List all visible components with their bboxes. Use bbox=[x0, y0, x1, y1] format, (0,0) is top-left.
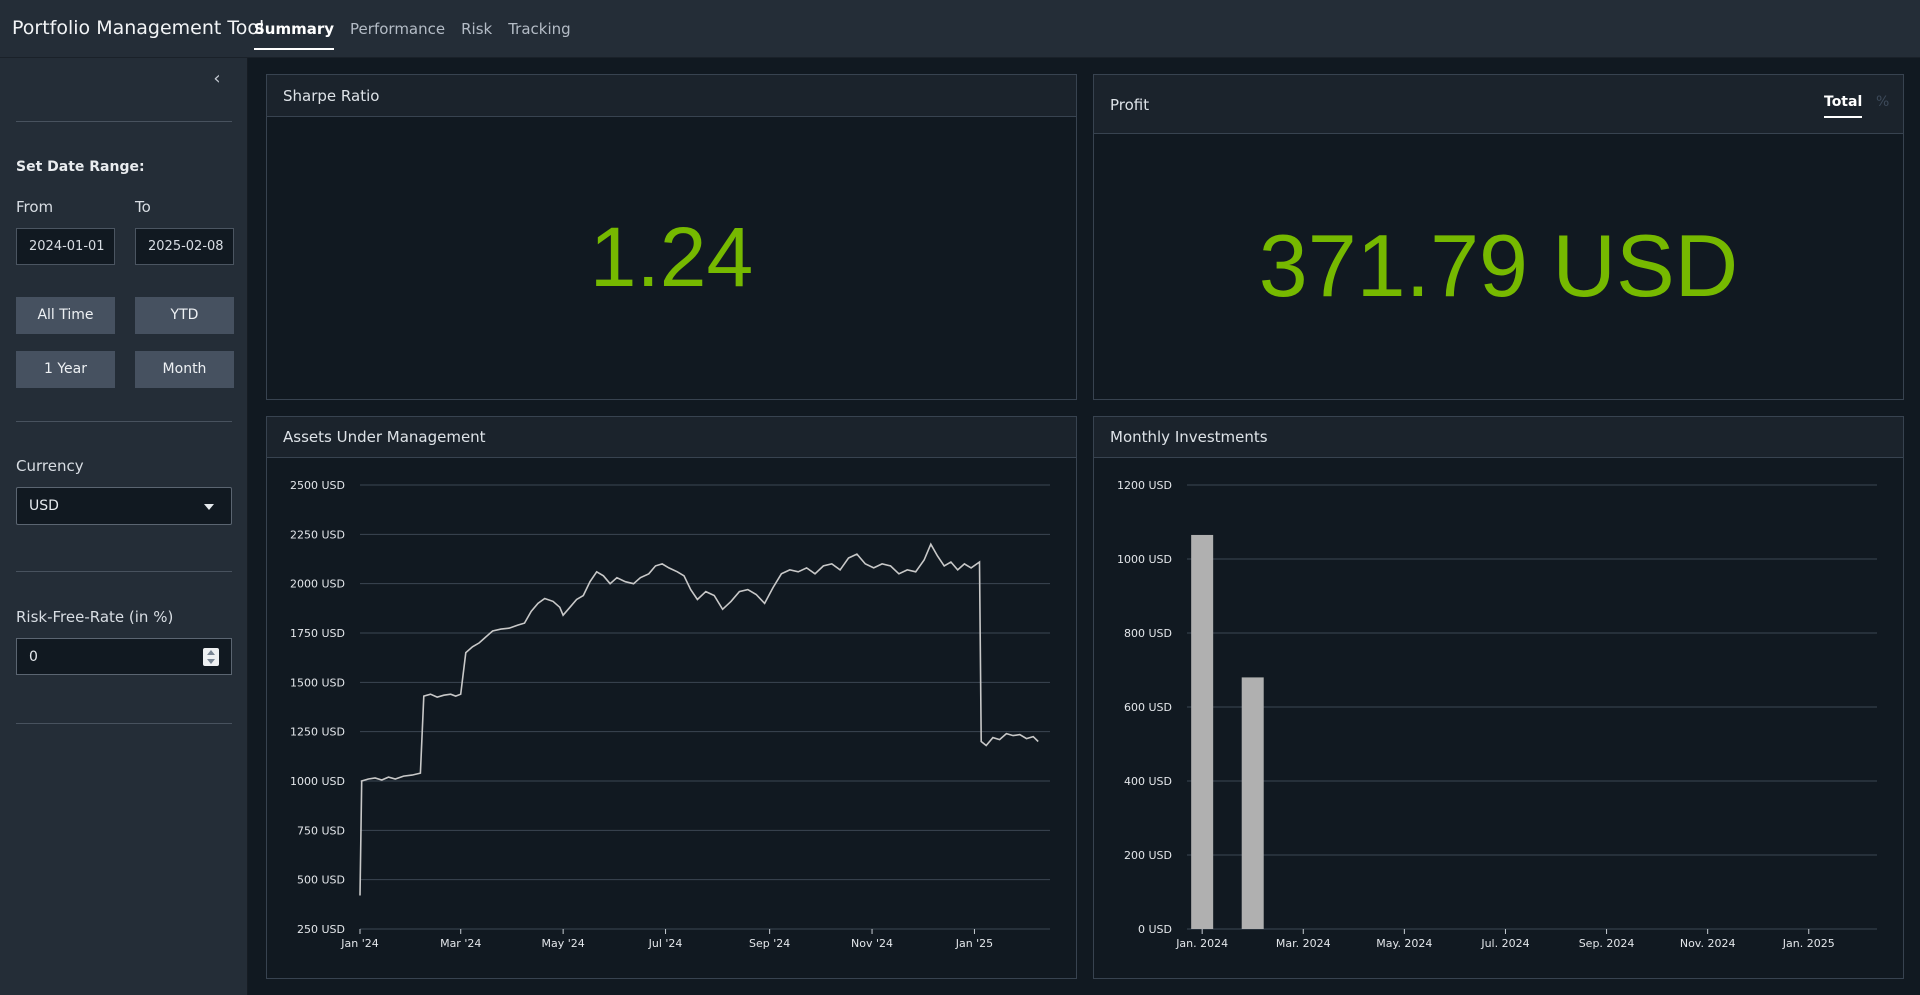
month-button[interactable]: Month bbox=[135, 351, 234, 388]
aum-series-line bbox=[359, 542, 1039, 896]
card-title: Sharpe Ratio bbox=[283, 87, 380, 105]
y-tick-label: 1750 USD bbox=[290, 627, 345, 640]
aum-line-chart: 2500 USD 2250 USD 2000 USD 1750 USD 1500 USD… bbox=[290, 479, 1050, 950]
tab-risk[interactable]: Risk bbox=[461, 20, 493, 38]
y-tick-label: 200 USD bbox=[1124, 849, 1172, 862]
sidebar-divider bbox=[16, 723, 232, 724]
from-label: From bbox=[16, 198, 54, 216]
x-tick-label: Nov. 2024 bbox=[1680, 937, 1736, 950]
currency-value: USD bbox=[29, 498, 59, 514]
y-tick-label: 500 USD bbox=[297, 874, 345, 887]
risk-free-rate-label: Risk-Free-Rate (in %) bbox=[16, 608, 174, 626]
to-label: To bbox=[135, 198, 151, 216]
y-tick-label: 2000 USD bbox=[290, 578, 345, 591]
x-tick-label: Mar '24 bbox=[440, 937, 481, 950]
y-tick-label: 750 USD bbox=[297, 824, 345, 837]
sidebar-divider bbox=[16, 571, 232, 572]
card-header: Monthly Investments bbox=[1094, 417, 1903, 458]
x-tick-label: Jan '25 bbox=[955, 937, 993, 950]
y-tick-label: 2500 USD bbox=[290, 479, 345, 492]
top-nav-bar: Portfolio Management Tool Summary Perfor… bbox=[0, 0, 1920, 58]
ytd-button[interactable]: YTD bbox=[135, 297, 234, 334]
sidebar: ‹ Set Date Range: From To 2024-01-01 202… bbox=[0, 58, 248, 995]
x-tick-label: May. 2024 bbox=[1376, 937, 1432, 950]
spinner-icon[interactable] bbox=[203, 648, 219, 666]
y-tick-label: 800 USD bbox=[1124, 627, 1172, 640]
nav-tabs: Summary Performance Risk Tracking bbox=[254, 0, 587, 58]
chevron-left-icon[interactable]: ‹ bbox=[213, 68, 221, 89]
x-tick-label: Jul. 2024 bbox=[1480, 937, 1529, 950]
x-tick-label: Sep '24 bbox=[749, 937, 790, 950]
y-tick-label: 600 USD bbox=[1124, 701, 1172, 714]
one-year-button[interactable]: 1 Year bbox=[16, 351, 115, 388]
card-title: Assets Under Management bbox=[283, 428, 486, 446]
risk-free-rate-input[interactable]: 0 bbox=[16, 638, 232, 675]
monthly-investments-bar-chart: 1200 USD 1000 USD 800 USD 600 USD 400 USD 200… bbox=[1117, 479, 1877, 950]
card-header: Assets Under Management bbox=[267, 417, 1076, 458]
profit-value: 371.79 USD bbox=[1258, 216, 1739, 315]
tab-summary[interactable]: Summary bbox=[254, 0, 335, 50]
to-date-input[interactable]: 2025-02-08 bbox=[135, 228, 234, 265]
caret-down-icon bbox=[204, 504, 214, 510]
x-tick-label: Jul '24 bbox=[648, 937, 683, 950]
x-tick-label: Mar. 2024 bbox=[1276, 937, 1331, 950]
all-time-button[interactable]: All Time bbox=[16, 297, 115, 334]
currency-select[interactable]: USD bbox=[16, 487, 232, 525]
risk-free-rate-value: 0 bbox=[29, 649, 38, 665]
x-tick-label: Jan. 2024 bbox=[1175, 937, 1228, 950]
sharpe-ratio-value: 1.24 bbox=[589, 210, 754, 304]
card-header: Sharpe Ratio bbox=[267, 75, 1076, 117]
profit-tab-total[interactable]: Total bbox=[1824, 94, 1863, 118]
y-tick-label: 0 USD bbox=[1138, 923, 1172, 936]
investment-bar bbox=[1191, 534, 1214, 929]
profit-tab-percent[interactable]: % bbox=[1876, 94, 1890, 110]
date-range-label: Set Date Range: bbox=[16, 159, 145, 175]
y-tick-label: 400 USD bbox=[1124, 775, 1172, 788]
from-date-input[interactable]: 2024-01-01 bbox=[16, 228, 115, 265]
tab-performance[interactable]: Performance bbox=[350, 20, 446, 38]
y-tick-label: 1500 USD bbox=[290, 676, 345, 689]
monthly-investments-card: Monthly Investments 1200 USD 1000 USD 800 … bbox=[1093, 416, 1904, 979]
x-tick-label: Sep. 2024 bbox=[1579, 937, 1635, 950]
tab-tracking[interactable]: Tracking bbox=[508, 20, 571, 38]
y-tick-label: 1250 USD bbox=[290, 726, 345, 739]
x-tick-label: Nov '24 bbox=[851, 937, 893, 950]
card-title: Monthly Investments bbox=[1110, 428, 1268, 446]
y-tick-label: 250 USD bbox=[297, 923, 345, 936]
sharpe-ratio-card: Sharpe Ratio 1.24 bbox=[266, 74, 1077, 400]
x-tick-label: Jan '24 bbox=[340, 937, 378, 950]
app-title: Portfolio Management Tool bbox=[12, 17, 265, 39]
investment-bar bbox=[1241, 677, 1264, 929]
card-title: Profit bbox=[1110, 96, 1150, 114]
y-tick-label: 1000 USD bbox=[290, 775, 345, 788]
y-tick-label: 2250 USD bbox=[290, 528, 345, 541]
currency-label: Currency bbox=[16, 457, 84, 475]
x-tick-label: Jan. 2025 bbox=[1782, 937, 1835, 950]
sidebar-divider bbox=[16, 421, 232, 422]
y-tick-label: 1000 USD bbox=[1117, 553, 1172, 566]
profit-card: Profit Total % 371.79 USD bbox=[1093, 74, 1904, 400]
y-tick-label: 1200 USD bbox=[1117, 479, 1172, 492]
card-header: Profit Total % bbox=[1094, 75, 1903, 134]
sidebar-divider bbox=[16, 121, 232, 122]
x-tick-label: May '24 bbox=[542, 937, 585, 950]
aum-card: Assets Under Management 2500 USD 2250 USD… bbox=[266, 416, 1077, 979]
